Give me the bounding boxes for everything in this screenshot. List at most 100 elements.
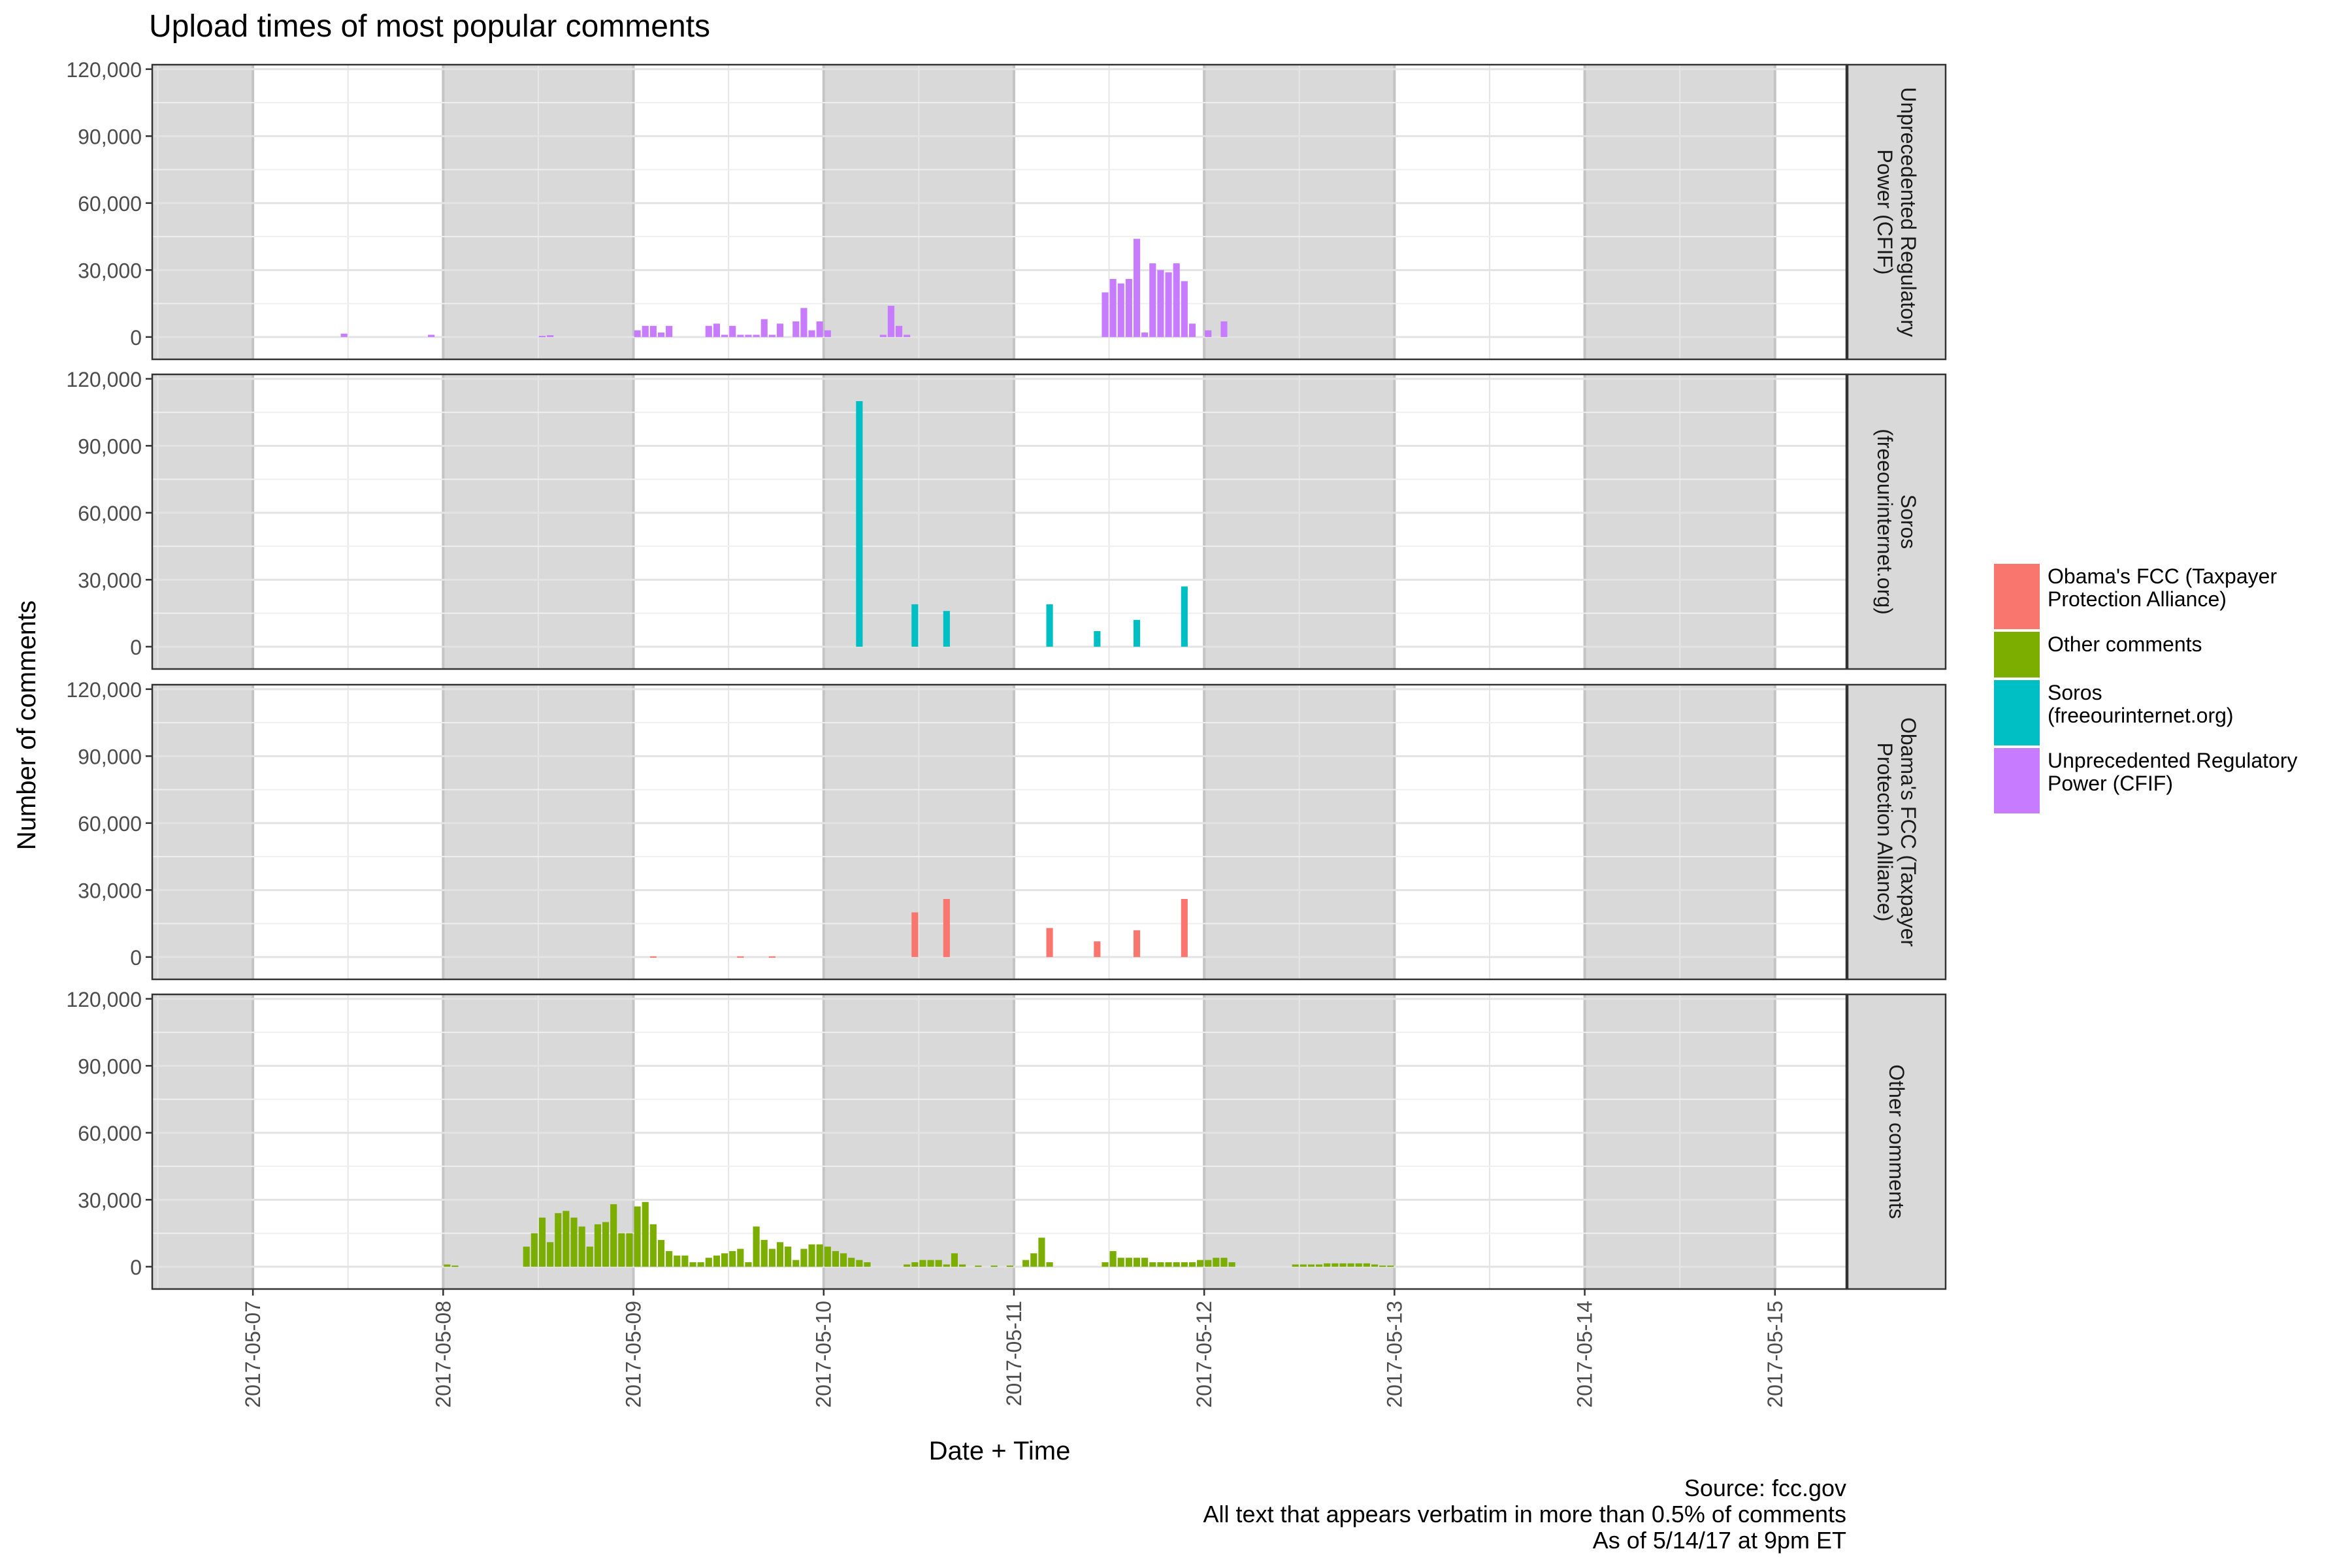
bar — [1125, 1258, 1132, 1267]
bar — [1094, 630, 1101, 647]
y-tick-label: 120,000 — [66, 58, 142, 82]
legend: Obama's FCC (Taxpayer Protection Alliance… — [1994, 564, 2297, 813]
bar — [705, 1258, 712, 1267]
bar — [1324, 1263, 1331, 1267]
bar — [768, 335, 776, 337]
legend-label-line: Protection Alliance) — [2048, 587, 2227, 611]
bar — [634, 1206, 641, 1267]
bar — [1141, 1258, 1149, 1267]
bar — [547, 335, 554, 337]
caption-line: All text that appears verbatim in more t… — [1203, 1501, 1846, 1527]
bar — [1117, 283, 1124, 337]
y-tick-label: 30,000 — [78, 568, 142, 592]
bar — [792, 1260, 800, 1267]
bar — [1102, 292, 1109, 337]
bar — [594, 1224, 601, 1267]
y-tick-label: 0 — [130, 1256, 142, 1279]
bar — [547, 1242, 554, 1267]
y-axis-title: Number of comments — [12, 600, 41, 850]
bar — [1157, 1262, 1164, 1267]
bar — [1165, 1262, 1172, 1267]
y-tick-label: 60,000 — [78, 1122, 142, 1145]
chart-title: Upload times of most popular comments — [149, 9, 710, 44]
bar — [1307, 1264, 1315, 1267]
bar — [776, 323, 784, 337]
bar — [1149, 263, 1156, 337]
bar — [1046, 1262, 1053, 1267]
facet-panel: 0 30,000 60,000 90,000 120,000 Unprecedented … — [66, 58, 1947, 361]
bar — [856, 1260, 863, 1267]
bar — [745, 1262, 752, 1267]
bar — [911, 912, 919, 957]
bar — [864, 1262, 871, 1267]
bar — [340, 333, 348, 337]
bar — [531, 1233, 538, 1267]
x-tick-label: 2017-05-15 — [1763, 1301, 1787, 1408]
bar — [824, 1247, 831, 1267]
bar — [713, 323, 720, 337]
y-tick-label: 90,000 — [78, 1054, 142, 1078]
legend-item: Unprecedented Regulatory Power (CFIF) — [1994, 748, 2297, 813]
bar — [666, 1250, 673, 1267]
legend-label-line: Obama's FCC (Taxpayer — [2048, 564, 2277, 588]
panel-border — [151, 373, 1848, 670]
x-tick-label: 2017-05-12 — [1192, 1301, 1216, 1408]
bar — [856, 401, 863, 647]
bar — [563, 1211, 570, 1267]
bar — [1125, 279, 1132, 337]
y-tick-label: 30,000 — [78, 879, 142, 902]
facet-strip-label: Obama's FCC (TaxpayerProtection Alliance… — [1873, 717, 1920, 947]
bar — [1292, 1264, 1299, 1267]
bar — [768, 1249, 776, 1267]
x-tick-label: 2017-05-14 — [1573, 1301, 1597, 1408]
bar — [697, 1262, 704, 1267]
y-tick-label: 0 — [130, 326, 142, 350]
y-tick-label: 120,000 — [66, 678, 142, 702]
bar — [1213, 1258, 1220, 1267]
facet-strip-label: Unprecedented RegulatoryPower (CFIF) — [1873, 87, 1920, 336]
bar — [555, 1213, 562, 1267]
bar — [927, 1260, 934, 1267]
bar — [729, 325, 736, 337]
bar — [1133, 238, 1141, 337]
bar — [943, 899, 950, 957]
bar — [1371, 1264, 1379, 1267]
bar — [1355, 1263, 1362, 1267]
x-tick-label: 2017-05-11 — [1002, 1301, 1026, 1406]
facet-strip-line: Unprecedented Regulatory — [1897, 87, 1920, 336]
bar — [1102, 1262, 1109, 1267]
bar — [760, 319, 768, 337]
bar — [911, 604, 919, 647]
bar — [1181, 1262, 1188, 1267]
x-tick-label: 2017-05-07 — [241, 1301, 265, 1408]
bar — [951, 1253, 958, 1267]
bar — [666, 325, 673, 337]
bar — [959, 1264, 966, 1267]
legend-label-line: Unprecedented Regulatory — [2048, 749, 2297, 772]
bar — [626, 1233, 633, 1267]
bar — [840, 1253, 847, 1267]
bar — [745, 335, 752, 337]
bar — [1094, 941, 1101, 957]
y-tick-label: 60,000 — [78, 192, 142, 216]
y-tick-label: 90,000 — [78, 434, 142, 458]
y-tick-label: 120,000 — [66, 988, 142, 1011]
bar — [1331, 1263, 1339, 1267]
bar — [586, 1247, 593, 1267]
bar — [721, 1253, 728, 1267]
bar — [1181, 899, 1188, 957]
legend-swatch — [1994, 632, 2040, 678]
bar — [800, 1249, 808, 1267]
bar — [768, 956, 776, 958]
legend-swatch — [1994, 680, 2040, 745]
bar — [943, 1264, 950, 1267]
night-shading — [152, 374, 253, 669]
bar — [1173, 1262, 1180, 1267]
bar — [1316, 1264, 1323, 1267]
bar — [832, 1250, 840, 1267]
facet-strip-line: Protection Alliance) — [1873, 743, 1897, 922]
bar — [674, 1255, 681, 1267]
bar — [578, 1226, 585, 1267]
legend-label: Unprecedented Regulatory Power (CFIF) — [2048, 749, 2297, 795]
bar — [1197, 1260, 1204, 1267]
